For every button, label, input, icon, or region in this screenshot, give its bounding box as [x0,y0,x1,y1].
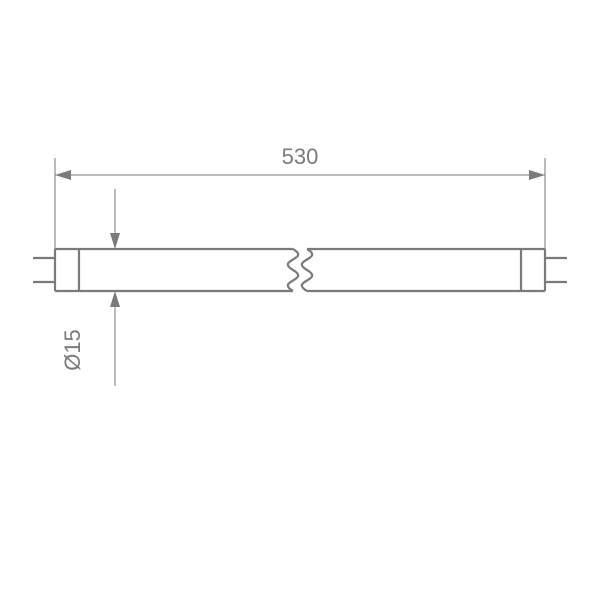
technical-drawing: 530 Ø15 [0,0,600,600]
length-dimension-label: 530 [282,144,319,169]
diameter-dimension-label: Ø15 [60,329,85,371]
